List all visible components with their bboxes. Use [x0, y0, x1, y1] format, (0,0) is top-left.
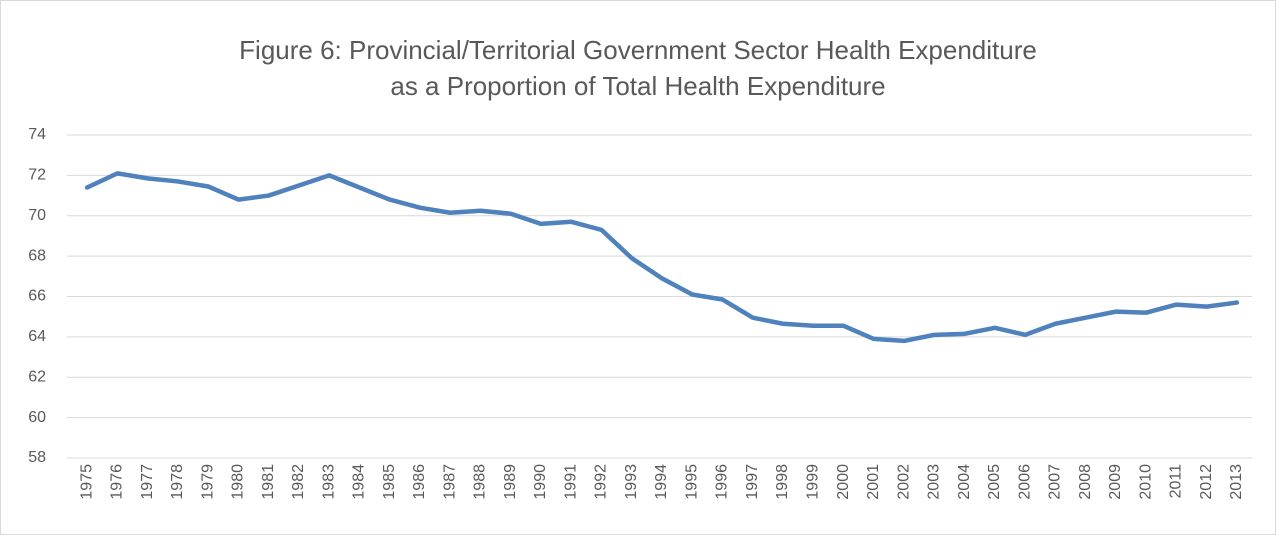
y-tick-label: 68	[28, 247, 46, 264]
y-tick-label: 62	[28, 368, 46, 385]
x-tick-label: 1986	[411, 464, 428, 500]
x-tick-label: 2009	[1107, 464, 1124, 500]
x-tick-label: 1981	[260, 464, 277, 500]
y-tick-label: 60	[28, 409, 46, 426]
x-tick-label: 2011	[1168, 464, 1185, 499]
x-tick-label: 2006	[1016, 464, 1033, 500]
x-tick-label: 2008	[1077, 464, 1094, 500]
x-tick-label: 1992	[593, 464, 610, 500]
x-tick-label: 1994	[653, 464, 670, 500]
x-tick-label: 1978	[169, 464, 186, 500]
x-tick-label: 1999	[805, 464, 822, 500]
x-tick-label: 2001	[865, 464, 882, 500]
chart-title: Figure 6: Provincial/Territorial Governm…	[239, 35, 1037, 101]
x-tick-label: 1985	[381, 464, 398, 500]
x-tick-label: 2010	[1137, 464, 1154, 500]
x-tick-label: 1987	[441, 464, 458, 500]
y-tick-label: 72	[28, 167, 46, 184]
y-tick-label: 64	[28, 328, 46, 345]
x-tick-label: 1988	[472, 464, 489, 500]
x-tick-label: 1976	[109, 464, 126, 500]
x-tick-label: 1977	[139, 464, 156, 500]
x-tick-label: 2003	[926, 464, 943, 500]
x-tick-label: 1993	[623, 464, 640, 500]
x-tick-label: 2005	[986, 464, 1003, 500]
x-tick-label: 2012	[1198, 464, 1215, 500]
y-tick-label: 70	[28, 207, 46, 224]
x-tick-label: 1980	[230, 464, 247, 500]
x-tick-label: 1983	[320, 464, 337, 500]
x-tick-label: 1982	[290, 464, 307, 500]
x-tick-label: 1975	[78, 464, 95, 500]
x-tick-label: 2004	[956, 464, 973, 500]
x-tick-label: 2007	[1047, 464, 1064, 500]
x-tick-label: 1979	[199, 464, 216, 500]
y-tick-label: 66	[28, 288, 46, 305]
x-tick-label: 2013	[1228, 464, 1245, 500]
x-tick-label: 1984	[351, 464, 368, 500]
x-tick-label: 1997	[744, 464, 761, 500]
y-tick-label: 58	[28, 449, 46, 466]
x-tick-label: 1998	[774, 464, 791, 500]
x-tick-label: 2002	[895, 464, 912, 500]
x-tick-label: 1996	[714, 464, 731, 500]
x-tick-label: 2000	[835, 464, 852, 500]
x-tick-label: 1995	[683, 464, 700, 500]
x-tick-label: 1990	[532, 464, 549, 500]
x-tick-label: 1991	[562, 464, 579, 500]
data-line	[84, 171, 1240, 344]
x-tick-label: 1989	[502, 464, 519, 500]
y-tick-label: 74	[28, 126, 46, 143]
